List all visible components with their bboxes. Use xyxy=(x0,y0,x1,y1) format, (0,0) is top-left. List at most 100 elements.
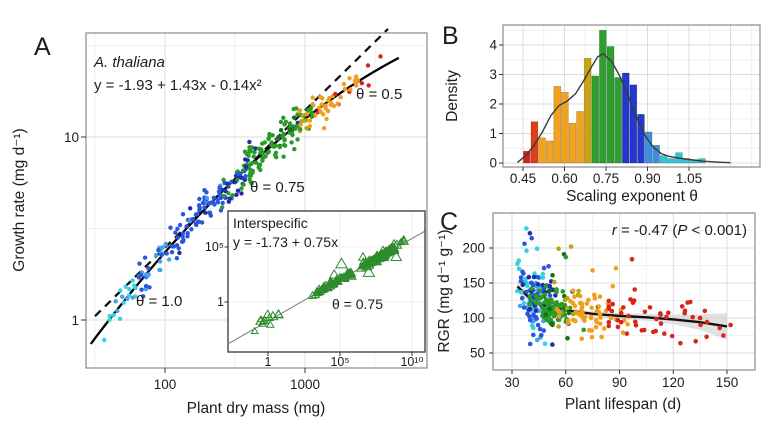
histogram-bar xyxy=(583,57,592,164)
scatter-point xyxy=(184,224,189,229)
histogram-bar xyxy=(659,155,668,164)
scatter-point xyxy=(234,192,239,197)
histogram-bar xyxy=(606,46,615,164)
scatter-point xyxy=(325,108,331,114)
scatter-point xyxy=(226,199,231,204)
scatter-point xyxy=(174,256,180,261)
scatter-point xyxy=(272,144,278,149)
scatter-point xyxy=(535,322,541,328)
scatter-point xyxy=(721,333,726,338)
scatter-point xyxy=(628,297,633,302)
scatter-point xyxy=(543,315,549,321)
scatter-point xyxy=(253,160,259,165)
scatter-point xyxy=(527,341,533,347)
scatter-point xyxy=(542,341,548,347)
scatter-point xyxy=(589,334,595,340)
inset-plot xyxy=(224,210,426,356)
scatter-point xyxy=(697,315,703,321)
scatter-point xyxy=(130,295,135,300)
scatter-point xyxy=(647,305,653,310)
scatter-point xyxy=(141,294,146,299)
scatter-point xyxy=(658,321,664,326)
scatter-point xyxy=(556,246,561,251)
triangle-point xyxy=(339,272,349,281)
scatter-point xyxy=(139,287,144,292)
scatter-point xyxy=(606,323,612,329)
scatter-point xyxy=(300,113,305,119)
scatter-point xyxy=(304,126,309,131)
panel-c-x-axis-title: Plant lifespan (d) xyxy=(565,396,681,413)
scatter-point xyxy=(159,252,164,258)
scatter-point xyxy=(246,153,251,158)
scatter-point xyxy=(547,306,552,312)
scatter-point xyxy=(565,295,570,301)
inset-x-tick-1e10: 10¹⁰ xyxy=(400,355,423,369)
scatter-point xyxy=(309,110,314,116)
scatter-point xyxy=(532,271,537,276)
scatter-point xyxy=(243,164,249,169)
scatter-point xyxy=(142,255,148,260)
scatter-point xyxy=(117,316,123,321)
scatter-point xyxy=(669,333,675,339)
triangle-point xyxy=(399,234,408,242)
scatter-point xyxy=(125,296,130,301)
scatter-point xyxy=(562,312,568,318)
scatter-point xyxy=(525,311,530,317)
scatter-point xyxy=(143,283,149,289)
triangle-point xyxy=(398,236,409,245)
scatter-point xyxy=(518,278,524,284)
scatter-point xyxy=(568,244,574,249)
scatter-point xyxy=(251,154,256,159)
scatter-point xyxy=(266,136,271,141)
scatter-point xyxy=(527,293,533,299)
scatter-point xyxy=(287,121,293,126)
panel-c-x-tick-30: 30 xyxy=(504,375,519,390)
triangle-point xyxy=(362,265,376,277)
triangle-point xyxy=(331,277,340,285)
histogram-bar xyxy=(667,158,676,164)
scatter-point xyxy=(252,150,257,155)
scatter-point xyxy=(307,124,312,129)
scatter-point xyxy=(235,171,241,176)
panel-b-y-tick-3: 3 xyxy=(489,67,497,82)
inset-title: Interspecific xyxy=(233,215,308,231)
scatter-point xyxy=(593,324,599,330)
scatter-point xyxy=(579,336,584,342)
histogram-bar xyxy=(538,137,546,164)
histogram-bar xyxy=(644,131,653,164)
scatter-point xyxy=(111,313,116,318)
correlation-annotation: r = -0.47 (P < 0.001) xyxy=(612,222,747,239)
scatter-point xyxy=(527,317,533,323)
scatter-point xyxy=(531,325,536,331)
scatter-point xyxy=(552,312,558,318)
scatter-point xyxy=(559,302,564,308)
scatter-point xyxy=(527,306,533,312)
scatter-point xyxy=(242,177,247,182)
panel-b-y-tick-2: 2 xyxy=(489,97,497,112)
histogram-bar xyxy=(545,140,554,164)
scatter-point xyxy=(195,211,200,217)
scatter-point xyxy=(598,315,603,320)
scatter-point xyxy=(258,150,264,155)
panel-b-plot xyxy=(499,24,761,171)
scatter-point xyxy=(240,168,246,173)
scatter-point xyxy=(250,160,255,166)
plot-background xyxy=(228,211,425,352)
histogram-bar xyxy=(553,86,561,164)
scatter-point xyxy=(278,128,284,133)
scatter-point xyxy=(154,252,159,258)
scatter-point xyxy=(556,314,562,319)
scatter-point xyxy=(309,114,315,119)
scatter-point xyxy=(137,261,142,266)
scatter-point xyxy=(247,173,252,178)
triangle-point xyxy=(390,245,400,253)
scatter-point xyxy=(118,288,123,293)
scatter-point xyxy=(728,322,733,328)
scatter-point xyxy=(113,299,118,304)
scatter-point xyxy=(158,259,163,264)
scatter-point xyxy=(542,292,548,298)
panel-b-x-tick-075: 0.75 xyxy=(593,171,619,186)
scatter-point xyxy=(359,81,364,86)
theta-0.5-annotation: θ = 0.5 xyxy=(356,86,402,103)
scatter-point xyxy=(566,310,572,316)
